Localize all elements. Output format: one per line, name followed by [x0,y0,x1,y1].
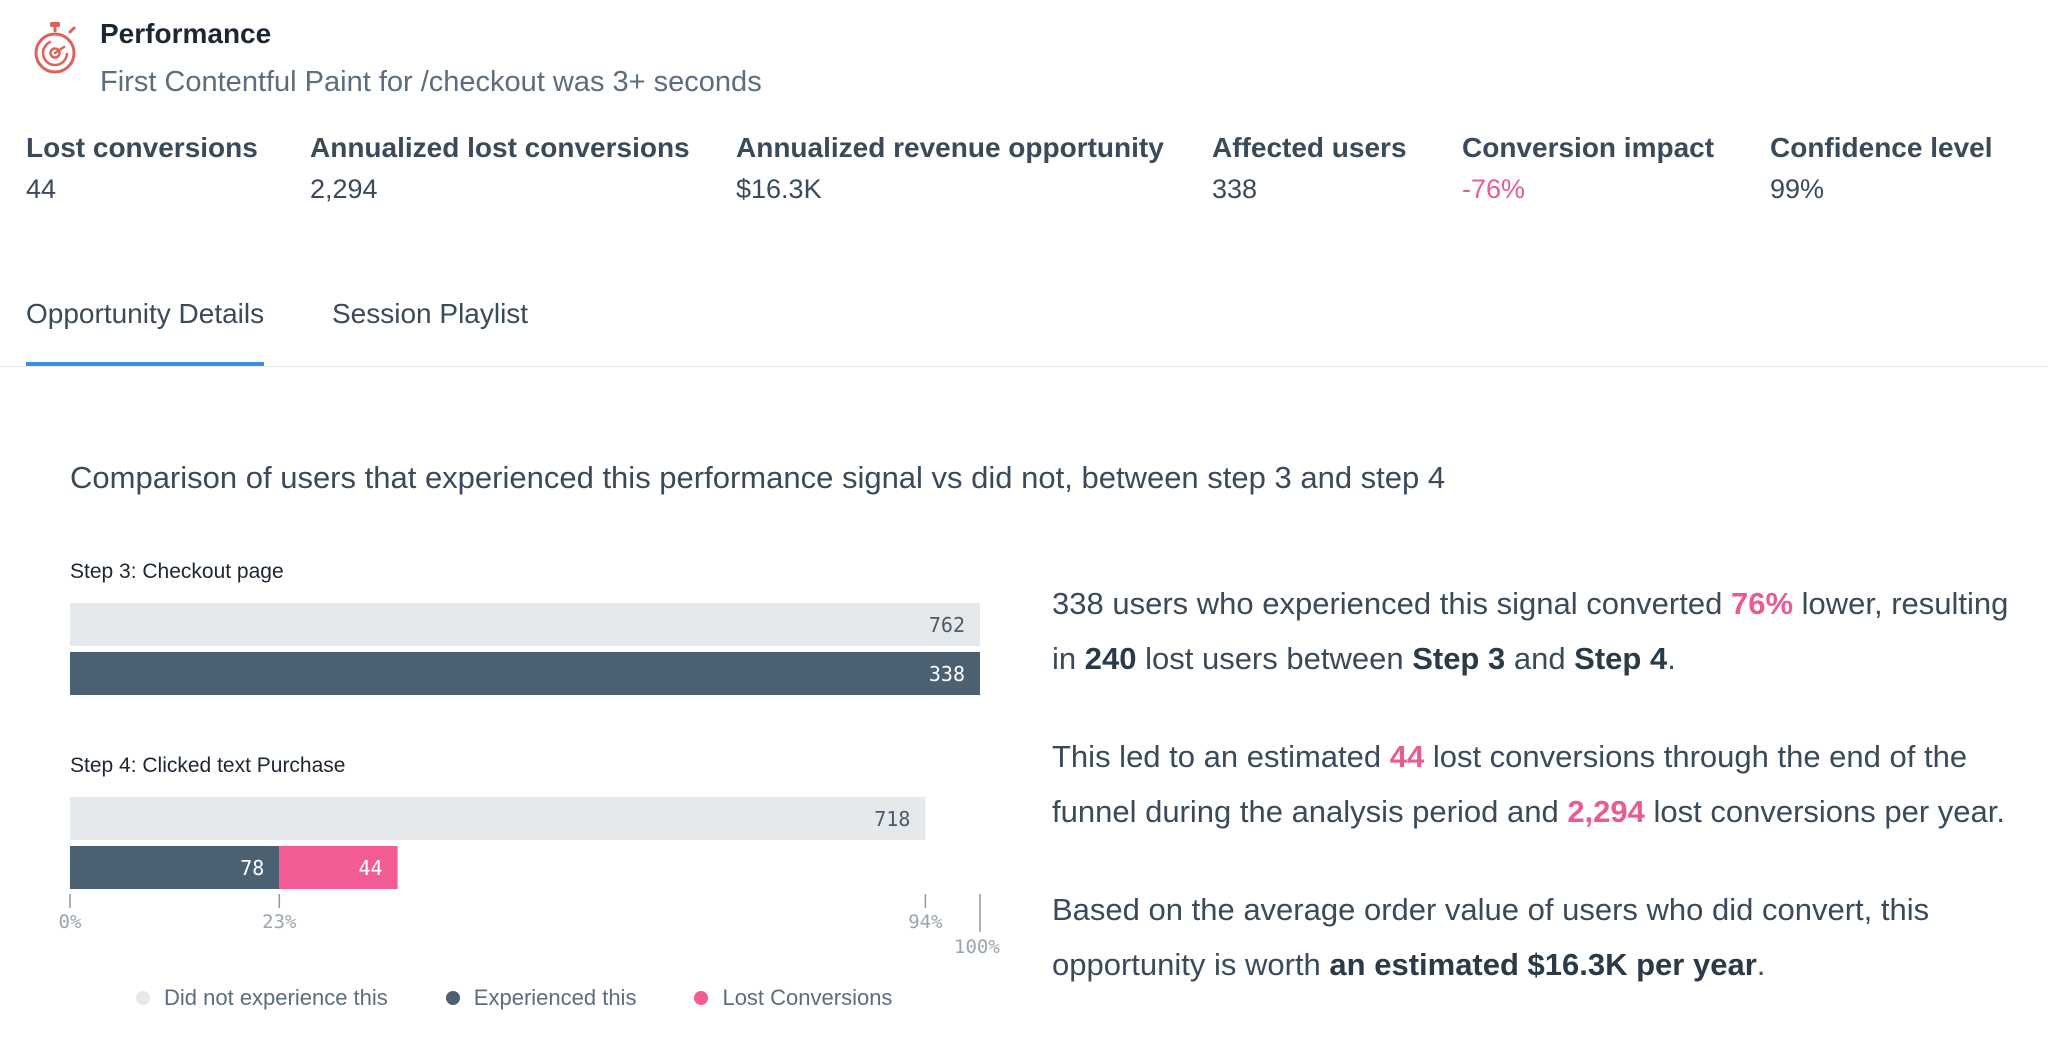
legend-dot [445,991,460,1005]
chart-legend: Did not experience this Experienced this… [136,985,950,1011]
bar-experienced [70,652,980,695]
metric-annualized-lost-conversions: Annualized lost conversions 2,294 [310,130,690,206]
tab-session-playlist[interactable]: Session Playlist [332,298,529,329]
metric-label: Annualized lost conversions [310,132,690,163]
insight-subtitle: First Contentful Paint for /checkout was… [100,66,762,98]
axis-tick-label: 100% [954,936,1000,958]
narrative-strong: Step 3 [1412,641,1506,676]
metric-annualized-revenue-opportunity: Annualized revenue opportunity $16.3K [736,130,1164,206]
section-title: Comparison of users that experienced thi… [70,460,1446,495]
legend-item-experienced: Experienced this [445,985,637,1011]
metric-value: $16.3K [736,174,822,204]
bar-not-experienced [70,603,980,646]
legend-dot [694,991,709,1005]
bar-value-label: 338 [929,662,965,686]
narrative-strong: an estimated $16.3K per year [1329,947,1757,982]
insight-header: Performance First Contentful Paint for /… [26,16,762,100]
funnel-comparison-chart: Step 3: Checkout page 762 338 Step 4: Click… [59,560,1001,958]
tab-opportunity-details[interactable]: Opportunity Details [26,288,265,366]
narrative-highlight: 44 [1389,739,1425,774]
metric-confidence-level: Confidence level 99% [1770,130,1993,206]
insight-title: Performance [100,18,272,49]
metric-affected-users: Affected users 338 [1212,130,1407,206]
bar-not-experienced [70,797,926,840]
narrative-text: This led to an estimated [1052,739,1390,774]
bar-value-label: 762 [929,613,965,637]
narrative-text: . [1667,641,1676,676]
narrative-text: lost users between [1136,641,1413,676]
metric-label: Annualized revenue opportunity [736,132,1164,163]
narrative-text: lower, resulting in [1052,586,2009,676]
narrative-highlight: 2,294 [1567,794,1645,829]
metric-label: Confidence level [1770,132,1993,163]
metric-label: Lost conversions [26,132,258,163]
axis-tick-label: 23% [262,911,297,933]
narrative-text: 338 users who experienced this signal co… [1052,586,1731,621]
legend-item-not-experienced: Did not experience this [136,985,388,1011]
axis-tick-label: 94% [908,911,943,933]
metric-value: 338 [1212,174,1258,204]
legend-dot [136,991,150,1005]
bar-value-label: 78 [240,856,264,880]
narrative-text: . [1756,947,1766,982]
narrative-paragraph: 338 users who experienced this signal co… [1052,576,2012,686]
narrative-strong: Step 4 [1574,641,1668,676]
metric-value: 44 [26,174,57,204]
narrative-text: lost conversions through the end of the … [1052,739,1968,829]
step-label: Step 3: Checkout page [70,560,284,583]
narrative-strong: 240 [1084,641,1137,676]
narrative-highlight: 76% [1730,586,1794,621]
step-label: Step 4: Clicked text Purchase [70,754,345,777]
legend-label: Experienced this [473,985,637,1010]
axis-tick-label: 0% [59,911,82,933]
opportunity-narrative: 338 users who experienced this signal co… [1052,576,2012,1035]
metric-label: Conversion impact [1462,132,1715,163]
metric-value: 2,294 [310,174,378,204]
legend-label: Did not experience this [164,985,388,1010]
metric-lost-conversions: Lost conversions 44 [26,130,258,206]
narrative-paragraph: Based on the average order value of user… [1052,882,2012,992]
narrative-text: Based on the average order value of user… [1052,892,1930,982]
metric-value: 99% [1770,174,1825,204]
legend-item-lost-conversions: Lost Conversions [694,985,892,1011]
metric-label: Affected users [1212,132,1407,163]
bar-lost-conversions [279,846,398,889]
metric-conversion-impact: Conversion impact -76% [1462,130,1714,206]
bar-experienced [70,846,280,889]
narrative-paragraph: This led to an estimated 44 lost convers… [1052,729,2012,839]
metric-value: -76% [1462,174,1526,204]
bar-value-label: 44 [359,856,383,880]
narrative-text: and [1505,641,1575,676]
tab-bar: Opportunity Details Session Playlist [0,288,2048,367]
legend-label: Lost Conversions [722,985,893,1010]
stopwatch-icon [34,22,76,74]
bar-value-label: 718 [874,807,910,831]
narrative-text: lost conversions per year. [1644,794,2006,829]
metrics-row: Lost conversions 44 Annualized lost conv… [26,130,2022,210]
